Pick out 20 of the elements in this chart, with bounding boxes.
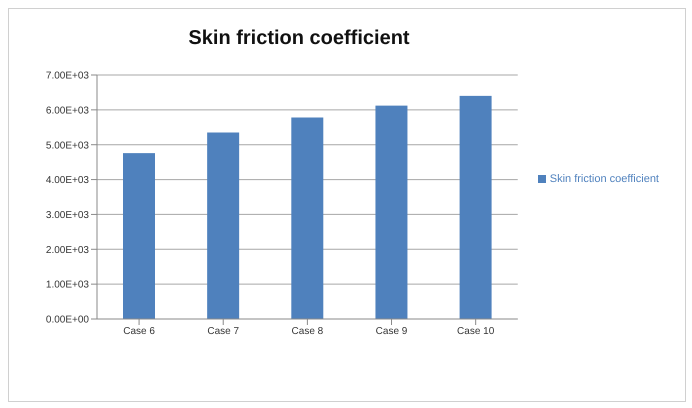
- y-tick-label: 3.00E+03: [46, 210, 90, 221]
- x-tick-label: Case 7: [207, 326, 240, 338]
- legend-label: Skin friction coefficient: [550, 173, 659, 185]
- bar: [207, 132, 240, 319]
- y-tick-label: 2.00E+03: [46, 244, 90, 256]
- y-tick-label: 1.00E+03: [46, 280, 90, 291]
- x-tick-label: Case 10: [457, 326, 495, 338]
- x-tick-label: Case 9: [376, 326, 408, 338]
- x-tick-label: Case 8: [292, 326, 324, 338]
- y-tick-label: 0.00E+00: [46, 314, 90, 326]
- x-tick-label: Case 6: [123, 326, 156, 338]
- bar: [460, 96, 492, 319]
- y-tick-label: 6.00E+03: [46, 105, 90, 116]
- y-tick-label: 7.00E+03: [46, 70, 90, 82]
- bar: [123, 153, 155, 319]
- y-tick-label: 5.00E+03: [46, 140, 90, 152]
- bar: [375, 106, 408, 319]
- y-tick-label: 4.00E+03: [46, 175, 90, 186]
- chart-title: Skin friction coefficient: [187, 27, 411, 50]
- bar: [291, 118, 324, 319]
